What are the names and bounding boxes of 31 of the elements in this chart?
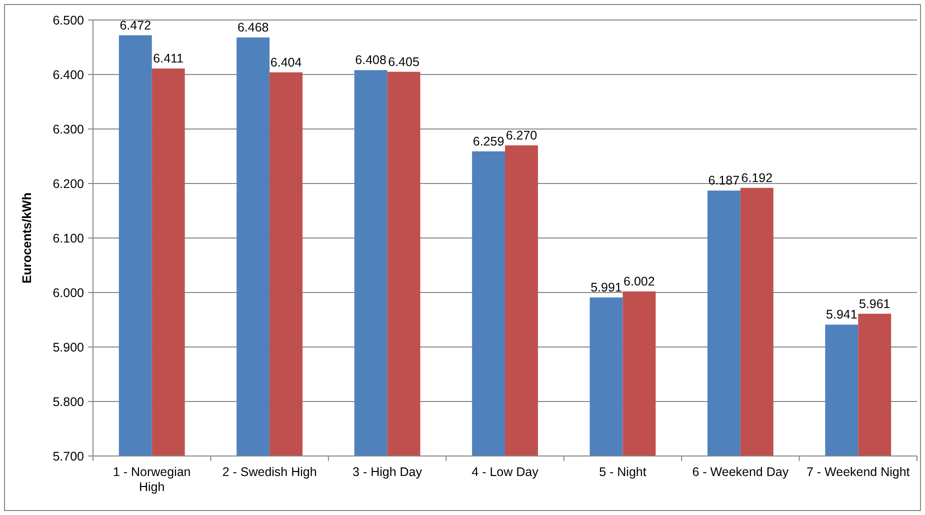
data-label: 6.404 bbox=[270, 55, 302, 70]
y-axis-title: Eurocents/kWh bbox=[20, 192, 34, 284]
y-tick-label: 6.200 bbox=[52, 176, 84, 191]
y-tick-label: 6.500 bbox=[52, 13, 84, 28]
x-tick-label: 4 - Low Day bbox=[472, 465, 540, 479]
data-label: 6.468 bbox=[237, 20, 269, 34]
data-label: 6.192 bbox=[741, 170, 773, 185]
x-tick-label: 2 - Swedish High bbox=[222, 465, 317, 479]
x-tick-label: 7 - Weekend Night bbox=[806, 465, 910, 479]
x-tick-label: 1 - Norwegian High bbox=[112, 465, 191, 494]
y-tick-label: 6.100 bbox=[52, 231, 84, 246]
data-label: 6.187 bbox=[708, 174, 740, 188]
x-tick-label: 5 - Night bbox=[599, 465, 647, 479]
y-tick-label: 5.800 bbox=[52, 394, 84, 409]
x-tick-label: 6 - Weekend Day bbox=[692, 465, 790, 479]
data-label: 5.961 bbox=[858, 296, 890, 311]
data-label: 6.259 bbox=[472, 134, 504, 148]
data-label: 6.270 bbox=[506, 128, 538, 142]
y-tick-label: 6.000 bbox=[52, 286, 84, 300]
y-tick-label: 6.300 bbox=[52, 122, 84, 136]
data-label: 6.472 bbox=[120, 18, 152, 32]
x-tick-label: 3 - High Day bbox=[352, 465, 423, 479]
y-tick-label: 5.900 bbox=[52, 340, 84, 354]
data-label: 6.411 bbox=[153, 52, 184, 66]
data-label: 6.408 bbox=[355, 53, 386, 68]
data-label: 6.405 bbox=[388, 54, 420, 69]
data-label: 5.941 bbox=[826, 308, 858, 322]
y-tick-label: 5.700 bbox=[52, 449, 84, 464]
y-tick-label: 6.400 bbox=[52, 68, 84, 82]
data-label: 5.991 bbox=[590, 280, 622, 294]
data-label: 6.002 bbox=[624, 274, 655, 288]
